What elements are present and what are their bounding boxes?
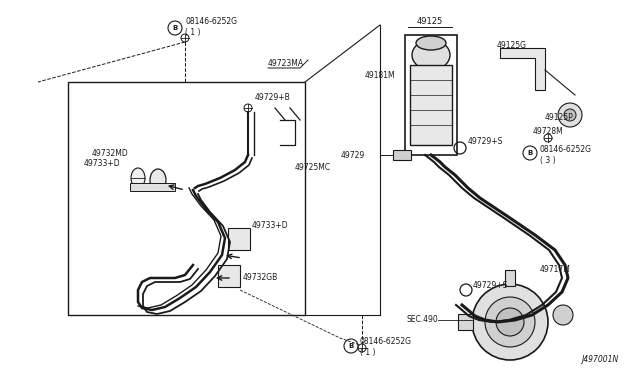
- Text: 49723MA: 49723MA: [268, 60, 304, 68]
- Text: 08146-6252G: 08146-6252G: [185, 17, 237, 26]
- Text: 08146-6252G: 08146-6252G: [360, 337, 412, 346]
- Circle shape: [496, 308, 524, 336]
- Bar: [393, 150, 411, 160]
- Text: ( 1 ): ( 1 ): [185, 28, 200, 36]
- Text: J497001N: J497001N: [580, 356, 618, 365]
- Bar: [130, 183, 175, 191]
- Text: 49733+D: 49733+D: [252, 221, 289, 230]
- Bar: [218, 265, 240, 287]
- Text: 49732GB: 49732GB: [243, 273, 278, 282]
- Text: 49729+S: 49729+S: [468, 138, 504, 147]
- Text: SEC.490: SEC.490: [406, 315, 438, 324]
- Text: 49125G: 49125G: [497, 41, 527, 49]
- Text: B: B: [348, 343, 354, 349]
- Text: 49125: 49125: [417, 17, 443, 26]
- Text: B: B: [527, 150, 532, 156]
- Text: 49725MC: 49725MC: [295, 164, 331, 173]
- Circle shape: [553, 305, 573, 325]
- Text: 49125P: 49125P: [545, 113, 573, 122]
- Circle shape: [564, 109, 576, 121]
- Text: 49729+B: 49729+B: [255, 93, 291, 103]
- Text: 49732MD: 49732MD: [92, 148, 129, 157]
- Bar: [410, 65, 452, 145]
- Circle shape: [558, 103, 582, 127]
- Text: 49729: 49729: [340, 151, 365, 160]
- Circle shape: [472, 284, 548, 360]
- Ellipse shape: [131, 168, 145, 188]
- Bar: [405, 35, 457, 155]
- Polygon shape: [500, 48, 545, 90]
- Text: ( 1 ): ( 1 ): [360, 347, 376, 356]
- Bar: [228, 228, 250, 250]
- Text: 08146-6252G: 08146-6252G: [540, 145, 592, 154]
- Text: 49717M: 49717M: [540, 266, 571, 275]
- Ellipse shape: [416, 36, 446, 50]
- Text: 49728M: 49728M: [532, 128, 563, 137]
- Text: ( 3 ): ( 3 ): [540, 155, 556, 164]
- Text: 49729+S: 49729+S: [473, 280, 508, 289]
- Text: B: B: [172, 25, 178, 31]
- Ellipse shape: [412, 40, 450, 70]
- Bar: [68, 82, 305, 315]
- Ellipse shape: [150, 169, 166, 191]
- Bar: [458, 314, 473, 330]
- Circle shape: [485, 297, 535, 347]
- Text: 49181M: 49181M: [364, 71, 395, 80]
- Bar: [505, 270, 515, 286]
- Text: 49733+D: 49733+D: [84, 158, 120, 167]
